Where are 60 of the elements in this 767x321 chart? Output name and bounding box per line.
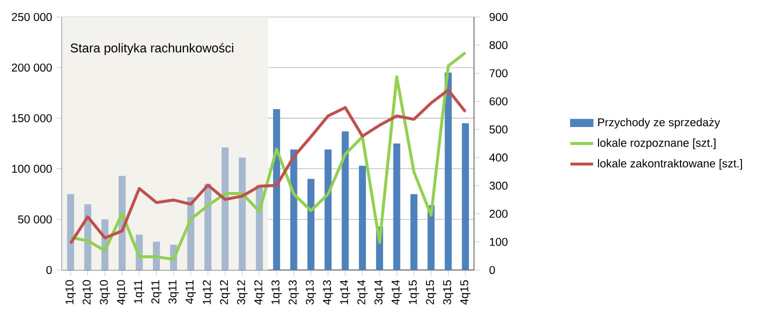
y-tick-label: 0 [46,266,52,274]
y-tick-label: 150 000 [12,114,52,122]
y2-tick-label: 800 [490,41,508,50]
bar [324,150,332,270]
x-tick-label: 3q11 [168,280,179,304]
bar [462,123,469,270]
x-tick-label: 2q11 [151,280,162,304]
x-tick-label: 4q14 [392,280,402,305]
x-tick-label: 1q10 [65,280,76,304]
bar [358,166,366,270]
legend-label: lokale zakontraktowane [szt.] [598,159,742,170]
band-label: Stara polityka rachunkowości [70,43,234,55]
x-tick-label: 2q13 [288,280,299,304]
y2-tick-label: 300 [490,182,508,190]
x-tick-label: 1q15 [408,280,419,304]
x-tick-label: 3q14 [374,280,385,304]
bar [204,184,212,270]
y-tick-label: 250 000 [12,12,52,22]
bar [273,109,280,270]
bar [342,131,349,270]
x-tick-label: 4q11 [186,280,196,304]
bar [393,143,400,270]
y2-tick-label: 200 [490,210,508,218]
y-tick-label: 50 000 [18,215,52,224]
x-tick-label: 1q13 [271,280,282,304]
x-tick-label: 4q15 [460,280,470,305]
bar [444,72,452,270]
x-tick-label: 4q12 [254,280,265,305]
x-tick-label: 3q12 [237,280,248,304]
y2-tick-label: 500 [490,125,508,134]
y-tick-label: 200 000 [12,64,52,72]
x-tick-label: 4q13 [322,280,334,305]
bar [67,194,74,270]
x-tick-label: 1q14 [340,280,350,304]
legend-label: Przychody ze sprzedaży [598,118,720,129]
bar [222,148,229,270]
bar [152,242,160,270]
bar [238,158,246,270]
x-tick-label: 3q15 [443,280,454,304]
y2-tick-label: 0 [490,266,495,274]
x-tick-label: 3q10 [100,280,110,304]
x-tick-label: 3q13 [306,280,316,304]
bar [410,194,418,270]
x-tick-label: 2q12 [220,280,230,304]
y2-tick-label: 900 [490,12,508,22]
bar [290,150,298,270]
y2-tick-label: 700 [490,69,508,78]
legend-label: lokale rozpoznane [szt.] [598,138,716,150]
x-tick-label: 4q10 [116,280,128,305]
y2-tick-label: 600 [490,97,508,106]
x-tick-label: 2q10 [82,280,93,304]
y2-tick-label: 100 [490,238,508,246]
x-tick-label: 2q15 [426,280,436,304]
x-tick-label: 1q12 [202,280,214,304]
y2-tick-label: 400 [489,154,508,162]
line-series [69,88,467,245]
x-tick-label: 2q14 [357,280,368,304]
x-tick-label: 1q11 [134,280,144,304]
y-tick-label: 100 000 [12,164,52,173]
bar [307,178,314,270]
